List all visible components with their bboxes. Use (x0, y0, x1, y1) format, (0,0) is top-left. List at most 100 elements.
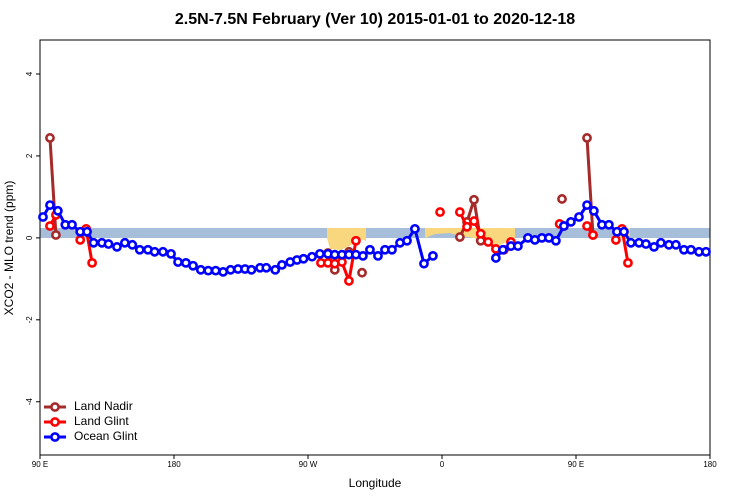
data-point (127, 239, 138, 250)
data-point (38, 212, 48, 222)
data-point (497, 244, 508, 255)
legend-marker (50, 417, 60, 427)
data-point (671, 239, 681, 250)
x-tick-label: 90 W (299, 460, 318, 469)
data-point (344, 275, 354, 286)
data-point (604, 219, 614, 230)
data-point (67, 219, 77, 230)
data-point (158, 246, 168, 257)
data-point (655, 237, 666, 248)
chart-title: 2.5N-7.5N February (Ver 10) 2015-01-01 t… (175, 11, 575, 28)
x-tick-label: 0 (440, 460, 445, 469)
data-point (582, 200, 592, 210)
data-point (551, 235, 561, 246)
data-point (701, 246, 711, 257)
data-point (588, 230, 598, 240)
y-tick-label: 2 (25, 153, 34, 158)
data-point (103, 239, 114, 249)
y-tick-label: 4 (25, 71, 34, 76)
data-point (469, 216, 479, 226)
data-point (410, 223, 420, 234)
data-point (298, 253, 309, 264)
x-tick-label: 180 (167, 460, 181, 469)
x-tick-label: 90 E (568, 460, 584, 469)
data-point (87, 257, 98, 268)
legend-label: Land Nadir (74, 399, 133, 413)
data-point (246, 264, 257, 275)
data-point (307, 251, 317, 262)
data-point (351, 235, 361, 246)
data-point (261, 262, 272, 273)
data-point (51, 230, 61, 240)
y-tick-label: -2 (25, 316, 34, 324)
data-point (402, 235, 412, 246)
y-tick-label: 0 (25, 235, 34, 240)
data-point (225, 264, 236, 275)
data-point (358, 250, 368, 261)
data-point (173, 257, 183, 267)
y-axis-label: XCO2 - MLO trend (ppm) (2, 181, 16, 316)
data-point (373, 250, 383, 261)
data-point (582, 221, 592, 231)
data-point (419, 258, 429, 269)
data-point (387, 244, 397, 255)
data-point (277, 260, 287, 270)
data-point (315, 248, 325, 259)
data-point (513, 241, 523, 251)
data-point (483, 237, 494, 247)
data-point (188, 260, 198, 271)
data-point (75, 235, 86, 245)
x-tick-label: 180 (703, 460, 717, 469)
band-patch (327, 228, 366, 250)
data-point (626, 237, 636, 248)
data-point (469, 194, 479, 205)
data-point (623, 257, 633, 268)
data-point (686, 244, 696, 255)
data-point (475, 228, 486, 239)
data-point (588, 205, 599, 216)
band (40, 228, 710, 238)
data-point (435, 207, 445, 217)
data-point (203, 265, 214, 276)
data-point (45, 200, 55, 210)
data-point (149, 246, 160, 257)
legend-label: Land Glint (74, 414, 129, 428)
data-point (490, 253, 501, 263)
data-point (582, 133, 592, 143)
data-point (218, 266, 229, 277)
data-point (166, 248, 176, 259)
data-point (82, 226, 92, 237)
y-tick-label: -4 (25, 398, 34, 406)
data-point (428, 250, 438, 261)
data-point (566, 216, 576, 227)
data-point (462, 221, 472, 232)
data-point (649, 241, 659, 252)
legend-label: Ocean Glint (74, 429, 138, 443)
data-point (365, 244, 375, 255)
data-point (619, 226, 629, 237)
data-point (45, 221, 55, 231)
x-axis-label: Longitude (349, 476, 402, 490)
legend-marker (50, 402, 60, 412)
data-point (210, 265, 221, 276)
data-point (88, 237, 99, 248)
data-point (52, 205, 63, 216)
data-point (357, 267, 367, 278)
data-point (134, 244, 145, 255)
data-point (611, 235, 621, 245)
data-point (45, 133, 55, 143)
legend-marker (50, 432, 60, 442)
x-tick-label: 90 E (32, 460, 48, 469)
data-point (454, 232, 465, 242)
data-point (559, 221, 569, 231)
data-point (574, 212, 584, 222)
data-point (557, 194, 567, 204)
data-point (270, 264, 281, 275)
data-point (119, 237, 130, 248)
data-point (195, 264, 206, 275)
data-point (112, 241, 122, 252)
data-point (454, 207, 465, 217)
plot-frame (39, 39, 711, 456)
